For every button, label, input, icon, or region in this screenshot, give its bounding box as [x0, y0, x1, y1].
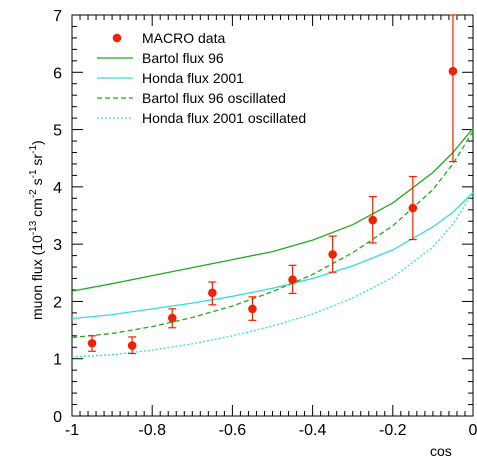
y-tick-label: 3 [53, 237, 62, 254]
x-tick-label: 0 [469, 422, 477, 439]
data-point [248, 304, 257, 314]
data-point [127, 341, 137, 350]
data-point [448, 66, 458, 76]
legend-label-honda-flux-2001: Honda flux 2001 [142, 70, 244, 86]
y-tick-label: 6 [53, 65, 62, 82]
data-point [208, 288, 217, 298]
y-tick-label: 4 [53, 180, 62, 197]
y-axis-title-superscript: -1 [28, 145, 39, 154]
legend-label-bartol-flux-96-oscillated: Bartol flux 96 oscillated [142, 90, 286, 106]
legend-label-honda-flux-2001-oscillated: Honda flux 2001 oscillated [142, 110, 306, 126]
data-points-group [87, 14, 458, 355]
y-axis-title-superscript: -2 [28, 189, 39, 198]
x-tick-label: -0.2 [379, 422, 407, 439]
y-axis-title-part: muon flux (10 [29, 235, 45, 320]
x-tick-label: -1 [65, 422, 79, 439]
y-tick-label: 7 [53, 8, 62, 25]
legend: MACRO data Bartol flux 96 Honda flux 2001 B… [97, 30, 306, 126]
y-axis-title-part: sr [29, 154, 45, 170]
y-axis-title-part: cm [29, 198, 45, 221]
y-axis-title: muon flux (10-13 cm-2 s-1 sr-1) [28, 140, 45, 320]
x-tick-label: -0.4 [299, 422, 327, 439]
series-group [71, 127, 474, 358]
data-point [328, 250, 337, 259]
data-point [167, 313, 177, 323]
x-tick-label: -0.8 [138, 422, 166, 439]
series-line-honda-flux-2001-oscillated [71, 192, 474, 358]
tick-label-group: -1 -0.8 -0.6 -0.4 -0.2 0 0 1 2 3 4 5 6 7 [53, 8, 477, 439]
y-axis-title-superscript: -13 [28, 220, 39, 235]
series-line-bartol-flux-96 [71, 127, 474, 292]
data-point [368, 215, 378, 225]
legend-marker-macro-data [112, 33, 122, 43]
x-tick-label: -0.6 [219, 422, 247, 439]
legend-label-macro-data: MACRO data [142, 30, 225, 46]
y-axis-title-part: s [29, 178, 45, 189]
y-tick-label: 1 [53, 352, 62, 369]
y-axis-title-superscript: -1 [28, 169, 39, 178]
x-axis-title: cos [430, 443, 452, 459]
y-tick-label: 2 [53, 294, 62, 311]
data-point [288, 275, 297, 284]
data-point [87, 338, 97, 348]
y-tick-label: 5 [53, 123, 62, 140]
y-tick-label: 0 [53, 409, 62, 426]
legend-label-bartol-flux-96: Bartol flux 96 [142, 50, 224, 66]
y-axis-title-part: ) [29, 140, 45, 145]
tick-group [71, 14, 474, 417]
data-point [408, 203, 418, 213]
